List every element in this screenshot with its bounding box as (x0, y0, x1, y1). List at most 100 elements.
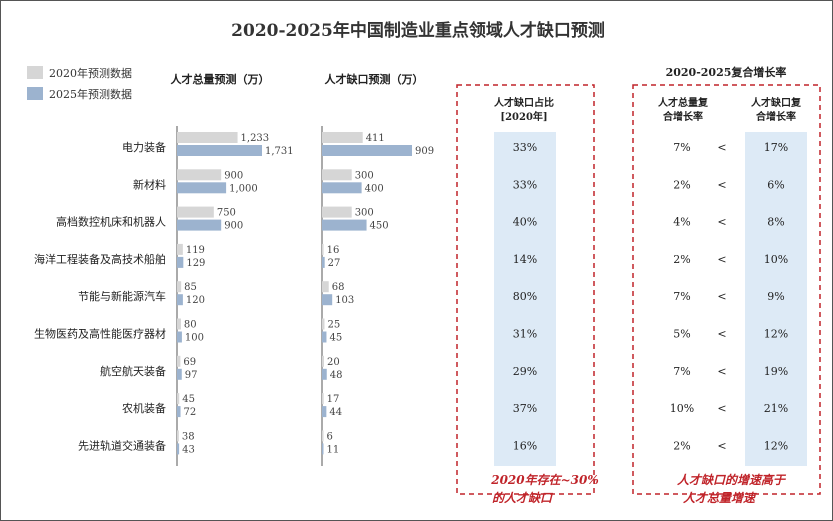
cagr-total-value: 10% (670, 402, 694, 415)
bar-2020 (322, 355, 324, 367)
cagr-total-value: 7% (673, 141, 690, 154)
bar-2025 (322, 331, 327, 343)
bar-2025 (177, 368, 182, 380)
legend-swatch-1 (27, 87, 43, 100)
bar-2025 (322, 145, 412, 156)
bar-2025 (177, 331, 182, 343)
bar-value-label: 38 (182, 431, 195, 442)
cagr-gap-value: 19% (764, 365, 788, 378)
ratio-value: 14% (513, 253, 537, 266)
bar-value-label: 85 (184, 282, 197, 293)
ratio-value: 80% (513, 290, 537, 303)
bar-value-label: 80 (184, 320, 197, 331)
bar-value-label: 411 (366, 133, 385, 144)
bar-value-label: 909 (415, 146, 434, 157)
ratio-value: 33% (513, 141, 537, 154)
ratio-note-line1: 2020年存在~30% (490, 473, 599, 487)
bar-2025 (322, 443, 324, 455)
cagr-total-header-1: 人才总量复 (658, 96, 709, 109)
cagr-total-value: 2% (673, 178, 690, 191)
cagr-total-value: 7% (673, 365, 690, 378)
bar-value-label: 17 (327, 394, 340, 405)
ratio-highlight (494, 132, 556, 466)
cagr-note-line2: 人才总量增速 (683, 491, 757, 505)
bar-value-label: 900 (224, 221, 243, 232)
bar-2025 (177, 443, 180, 455)
bar-value-label: 129 (186, 258, 205, 269)
bar-value-label: 300 (355, 170, 374, 181)
ratio-value: 29% (513, 365, 537, 378)
bar-value-label: 69 (183, 357, 196, 368)
bar-2020 (177, 132, 238, 143)
panel-title-0: 人才总量预测（万） (171, 72, 270, 86)
cagr-gap-value: 17% (764, 141, 788, 154)
bar-2025 (322, 294, 333, 306)
cagr-comparator: < (717, 402, 726, 415)
bar-2020 (177, 206, 214, 218)
bar-2025 (177, 145, 262, 156)
cagr-total-value: 2% (673, 253, 690, 266)
cagr-total-value: 7% (673, 290, 690, 303)
bar-value-label: 1,233 (241, 133, 270, 144)
cagr-comparator: < (717, 216, 726, 229)
cagr-comparator: < (717, 178, 726, 191)
bar-value-label: 68 (332, 282, 345, 293)
bar-2020 (177, 243, 183, 255)
cagr-total-value: 4% (673, 216, 690, 229)
category-label: 节能与新能源汽车 (78, 289, 166, 303)
bar-2025 (322, 406, 327, 418)
bar-value-label: 45 (182, 394, 195, 405)
ratio-value: 31% (513, 328, 537, 341)
category-label: 先进轨道交通装备 (78, 438, 166, 452)
category-label: 电力装备 (122, 140, 166, 154)
bar-2025 (177, 294, 183, 306)
category-label: 航空航天装备 (100, 364, 166, 378)
cagr-gap-value: 6% (767, 178, 784, 191)
bar-value-label: 6 (327, 431, 333, 442)
bar-2020 (177, 355, 181, 367)
cagr-gap-value: 12% (764, 439, 788, 452)
bar-value-label: 450 (370, 221, 389, 232)
bar-value-label: 20 (327, 357, 340, 368)
bar-2020 (177, 318, 181, 330)
category-label: 新材料 (133, 177, 166, 191)
cagr-gap-header-2: 合增长率 (755, 110, 796, 123)
ratio-header-line1: 人才缺口占比 (494, 96, 554, 109)
bar-2020 (322, 169, 352, 181)
bar-2020 (322, 430, 324, 442)
bar-value-label: 72 (184, 407, 197, 418)
cagr-gap-highlight (745, 132, 807, 466)
cagr-total-header-2: 合增长率 (662, 110, 703, 123)
bar-2025 (177, 182, 227, 194)
bar-value-label: 900 (224, 170, 243, 181)
bar-value-label: 43 (182, 444, 195, 455)
category-label: 高档数控机床和机器人 (56, 215, 166, 229)
bar-2025 (322, 219, 367, 231)
bar-value-label: 119 (186, 245, 205, 256)
category-label: 农机装备 (122, 401, 166, 415)
bar-value-label: 100 (185, 333, 204, 344)
bar-2020 (322, 281, 329, 293)
bar-value-label: 103 (335, 295, 354, 306)
cagr-gap-value: 10% (764, 253, 788, 266)
legend-label-0: 2020年预测数据 (49, 66, 132, 80)
category-label: 海洋工程装备及高技术船舶 (34, 252, 166, 266)
cagr-dashed-box (632, 84, 821, 495)
bar-2025 (322, 368, 327, 380)
cagr-comparator: < (717, 290, 726, 303)
chart-title: 2020-2025年中国制造业重点领域人才缺口预测 (231, 20, 605, 41)
cagr-comparator: < (717, 439, 726, 452)
bar-value-label: 16 (327, 245, 340, 256)
bar-2025 (322, 256, 325, 268)
bar-2025 (177, 219, 222, 231)
bar-2020 (322, 206, 352, 218)
cagr-gap-value: 21% (764, 402, 788, 415)
cagr-gap-header-1: 人才缺口复 (751, 96, 802, 109)
panel-title-1: 人才缺口预测（万） (325, 72, 424, 86)
cagr-total-value: 5% (673, 328, 690, 341)
cagr-gap-value: 12% (764, 328, 788, 341)
cagr-total-value: 2% (673, 439, 690, 452)
bar-2025 (177, 406, 181, 418)
cagr-comparator: < (717, 141, 726, 154)
